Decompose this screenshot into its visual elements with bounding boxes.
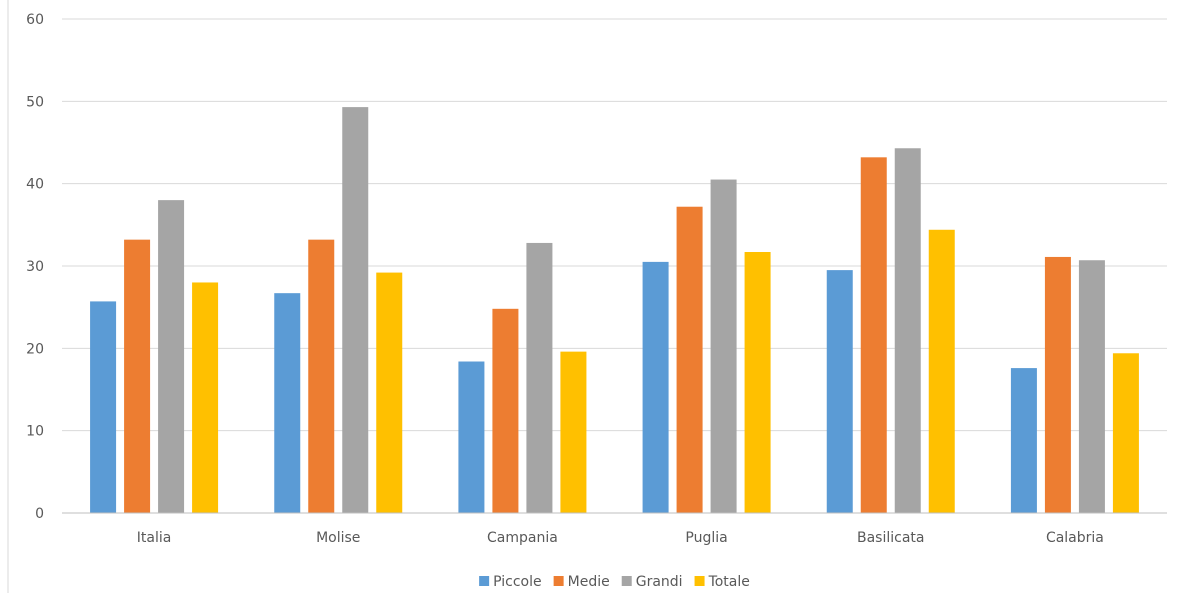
y-tick-label: 20 <box>26 341 44 357</box>
y-tick-label: 50 <box>26 94 44 110</box>
legend-label: Totale <box>708 574 750 590</box>
legend-label: Piccole <box>493 574 542 590</box>
y-tick-label: 0 <box>35 506 44 522</box>
legend: Piccole Medie Grandi Totale <box>479 574 750 590</box>
bar-piccole-basilicata <box>826 270 853 513</box>
bar-totale-basilicata <box>928 229 955 514</box>
y-axis-tick-labels: 0 10 20 30 40 50 60 <box>26 12 44 522</box>
x-tick-label: Calabria <box>1046 530 1104 546</box>
bar-piccole-molise <box>274 293 301 513</box>
legend-item-piccole: Piccole <box>479 574 542 590</box>
bar-totale-campania <box>560 351 587 513</box>
bar-medie-calabria <box>1044 256 1071 513</box>
bar-medie-puglia <box>676 206 703 513</box>
gridlines <box>62 18 1167 432</box>
x-axis-tick-labels: Italia Molise Campania Puglia Basilicata Cala… <box>137 530 1104 546</box>
bars <box>90 107 1139 514</box>
bar-grandi-calabria <box>1078 260 1105 513</box>
bar-piccole-puglia <box>642 261 669 513</box>
legend-item-totale: Totale <box>694 574 750 590</box>
legend-swatch <box>694 576 705 586</box>
legend-swatch <box>553 576 564 586</box>
y-tick-label: 40 <box>26 177 44 193</box>
y-tick-label: 30 <box>26 259 44 275</box>
bar-totale-calabria <box>1112 353 1139 513</box>
legend-label: Grandi <box>636 574 683 590</box>
bar-totale-puglia <box>744 252 771 513</box>
bar-grandi-campania <box>526 242 553 514</box>
y-tick-label: 10 <box>26 424 44 440</box>
x-tick-label: Italia <box>137 530 172 546</box>
bar-grandi-basilicata <box>894 148 921 513</box>
bar-piccole-calabria <box>1010 368 1037 513</box>
bar-totale-italia <box>192 282 219 513</box>
legend-label: Medie <box>568 574 610 590</box>
bar-piccole-campania <box>458 361 485 513</box>
bar-medie-basilicata <box>860 157 887 513</box>
bar-grandi-molise <box>342 107 369 513</box>
legend-item-grandi: Grandi <box>621 574 683 590</box>
bar-grandi-italia <box>158 200 185 513</box>
x-tick-label: Molise <box>316 530 360 546</box>
bar-medie-campania <box>492 308 519 513</box>
x-tick-label: Campania <box>487 530 558 546</box>
y-tick-label: 60 <box>26 12 44 28</box>
bar-medie-italia <box>124 239 151 514</box>
bar-totale-molise <box>376 272 403 513</box>
legend-swatch <box>479 576 490 586</box>
x-tick-label: Puglia <box>685 530 727 546</box>
bar-piccole-italia <box>90 301 117 513</box>
legend-item-medie: Medie <box>553 574 610 590</box>
bar-grandi-puglia <box>710 179 737 514</box>
x-tick-label: Basilicata <box>857 530 925 546</box>
bar-medie-molise <box>308 239 335 514</box>
legend-swatch <box>621 576 632 586</box>
